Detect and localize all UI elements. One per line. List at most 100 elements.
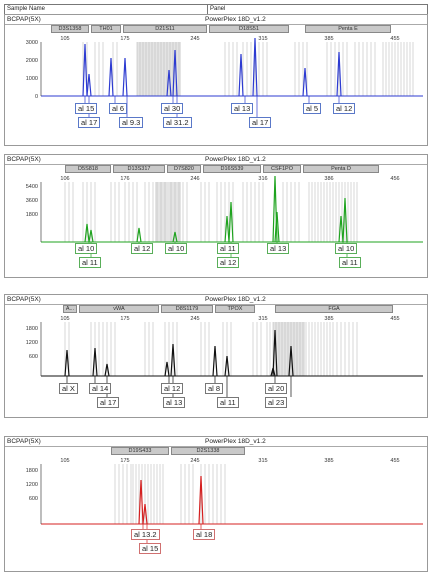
dye-label: BCPAP(5X) xyxy=(7,296,41,303)
peak xyxy=(164,361,170,377)
allele-call[interactable]: al 11 xyxy=(339,257,361,268)
dye-label: BCPAP(5X) xyxy=(7,16,41,23)
locus-amelogenin[interactable]: A... xyxy=(63,305,77,313)
allele-call[interactable]: al 9.3 xyxy=(119,117,144,128)
bin-shade xyxy=(155,182,181,242)
peak xyxy=(338,215,344,243)
locus-csf1po[interactable]: CSF1PO xyxy=(263,165,301,173)
kit-label: PowerPlex 18D_v1.2 xyxy=(205,438,266,445)
locus-d8s1179[interactable]: D8S1179 xyxy=(161,305,213,313)
peak xyxy=(142,503,148,525)
locus-d18s51[interactable]: D18S51 xyxy=(209,25,289,33)
y-tick-label: 1800 xyxy=(26,468,38,474)
allele-call[interactable]: al 13 xyxy=(163,397,186,408)
allele-call[interactable]: al 12 xyxy=(161,383,184,394)
allele-call[interactable]: al 11 xyxy=(217,243,239,254)
peak xyxy=(198,475,204,525)
allele-call[interactable]: al 10 xyxy=(165,243,188,254)
peak xyxy=(172,231,178,243)
x-tick-label: 385 xyxy=(324,458,333,464)
locus-vwa[interactable]: vWA xyxy=(79,305,159,313)
dye-label: BCPAP(5X) xyxy=(7,438,41,445)
x-tick-label: 316 xyxy=(258,176,267,182)
locus-d21s11[interactable]: D21S11 xyxy=(123,25,207,33)
allele-call[interactable]: al 10 xyxy=(335,243,358,254)
peak xyxy=(104,363,110,377)
allele-call[interactable]: al 13 xyxy=(231,103,254,114)
allele-call[interactable]: al 31.2 xyxy=(163,117,192,128)
x-tick-label: 106 xyxy=(60,176,69,182)
allele-call[interactable]: al 13.2 xyxy=(131,529,160,540)
allele-call[interactable]: al 15 xyxy=(139,543,162,554)
peak xyxy=(166,69,172,97)
peak xyxy=(170,343,176,377)
locus-d19s433[interactable]: D19S433 xyxy=(111,447,169,455)
x-tick-label: 245 xyxy=(190,316,199,322)
peak xyxy=(212,345,218,377)
x-tick-label: 175 xyxy=(120,316,129,322)
peak xyxy=(342,197,348,243)
locus-bar: A... vWA D8S1179 TPOX FGA xyxy=(63,305,393,313)
peak xyxy=(88,229,94,243)
allele-call[interactable]: al 12 xyxy=(217,257,240,268)
locus-d7s820[interactable]: D7S820 xyxy=(167,165,201,173)
kit-label: PowerPlex 18D_v1.2 xyxy=(205,16,266,23)
x-tick-label: 315 xyxy=(258,458,267,464)
allele-call[interactable]: al 17 xyxy=(78,117,101,128)
allele-call[interactable]: al 30 xyxy=(161,103,184,114)
locus-d5s818[interactable]: D5S818 xyxy=(65,165,111,173)
peak xyxy=(252,37,258,97)
locus-fga[interactable]: FGA xyxy=(275,305,393,313)
allele-call[interactable]: al X xyxy=(59,383,78,394)
y-tick-label: 0 xyxy=(35,94,38,100)
kit-label: PowerPlex 18D_v1.2 xyxy=(205,156,266,163)
y-tick-label: 5400 xyxy=(26,184,38,190)
y-tick-label: 1000 xyxy=(26,76,38,82)
allele-call[interactable]: al 8 xyxy=(205,383,224,394)
x-tick-label: 315 xyxy=(258,316,267,322)
locus-penta-d[interactable]: Penta D xyxy=(303,165,379,173)
peak xyxy=(336,51,342,97)
allele-call[interactable]: al 15 xyxy=(75,103,98,114)
peak xyxy=(272,329,278,377)
locus-d3s1358[interactable]: D3S1358 xyxy=(51,25,89,33)
locus-th01[interactable]: TH01 xyxy=(91,25,121,33)
allele-call[interactable]: al 20 xyxy=(265,383,288,394)
x-tick-label: 385 xyxy=(324,316,333,322)
y-tick-label: 3000 xyxy=(26,40,38,46)
plot-group: 1800 1200 600 105 175 245 315 385 455 xyxy=(26,316,423,397)
x-tick-label: 315 xyxy=(258,36,267,42)
peak xyxy=(228,201,234,243)
locus-d2s1338[interactable]: D2S1338 xyxy=(171,447,245,455)
allele-call[interactable]: al 17 xyxy=(97,397,120,408)
sample-name-label: Sample Name xyxy=(7,6,46,12)
y-tick-label: 2000 xyxy=(26,58,38,64)
locus-bar: D3S1358 TH01 D21S11 D18S51 Penta E xyxy=(51,25,391,33)
locus-bar: D19S433 D2S1338 xyxy=(111,447,281,455)
peak xyxy=(224,355,230,377)
locus-tpox[interactable]: TPOX xyxy=(215,305,255,313)
allele-call[interactable]: al 12 xyxy=(333,103,356,114)
peak xyxy=(138,479,144,525)
allele-call[interactable]: al 12 xyxy=(131,243,154,254)
y-tick-label: 3600 xyxy=(26,198,38,204)
plot-group: 5400 3600 1800 106 176 246 316 386 456 xyxy=(26,175,423,257)
allele-call[interactable]: al 14 xyxy=(89,383,112,394)
allele-call[interactable]: al 10 xyxy=(75,243,98,254)
locus-d13s317[interactable]: D13S317 xyxy=(113,165,165,173)
locus-d16s539[interactable]: D16S539 xyxy=(203,165,261,173)
x-tick-label: 245 xyxy=(190,458,199,464)
allele-call[interactable]: al 17 xyxy=(249,117,272,128)
allele-call[interactable]: al 5 xyxy=(303,103,322,114)
allele-call[interactable]: al 6 xyxy=(109,103,128,114)
x-tick-label: 455 xyxy=(390,316,399,322)
panel-title-bar: BCPAP(5X) PowerPlex 18D_v1.2 xyxy=(5,437,427,447)
x-tick-label: 245 xyxy=(190,36,199,42)
allele-call[interactable]: al 23 xyxy=(265,397,288,408)
locus-penta-e[interactable]: Penta E xyxy=(305,25,391,33)
allele-call[interactable]: al 13 xyxy=(267,243,290,254)
y-tick-label: 1800 xyxy=(26,212,38,218)
allele-call[interactable]: al 18 xyxy=(193,529,216,540)
allele-call[interactable]: al 11 xyxy=(217,397,239,408)
allele-call[interactable]: al 11 xyxy=(79,257,101,268)
